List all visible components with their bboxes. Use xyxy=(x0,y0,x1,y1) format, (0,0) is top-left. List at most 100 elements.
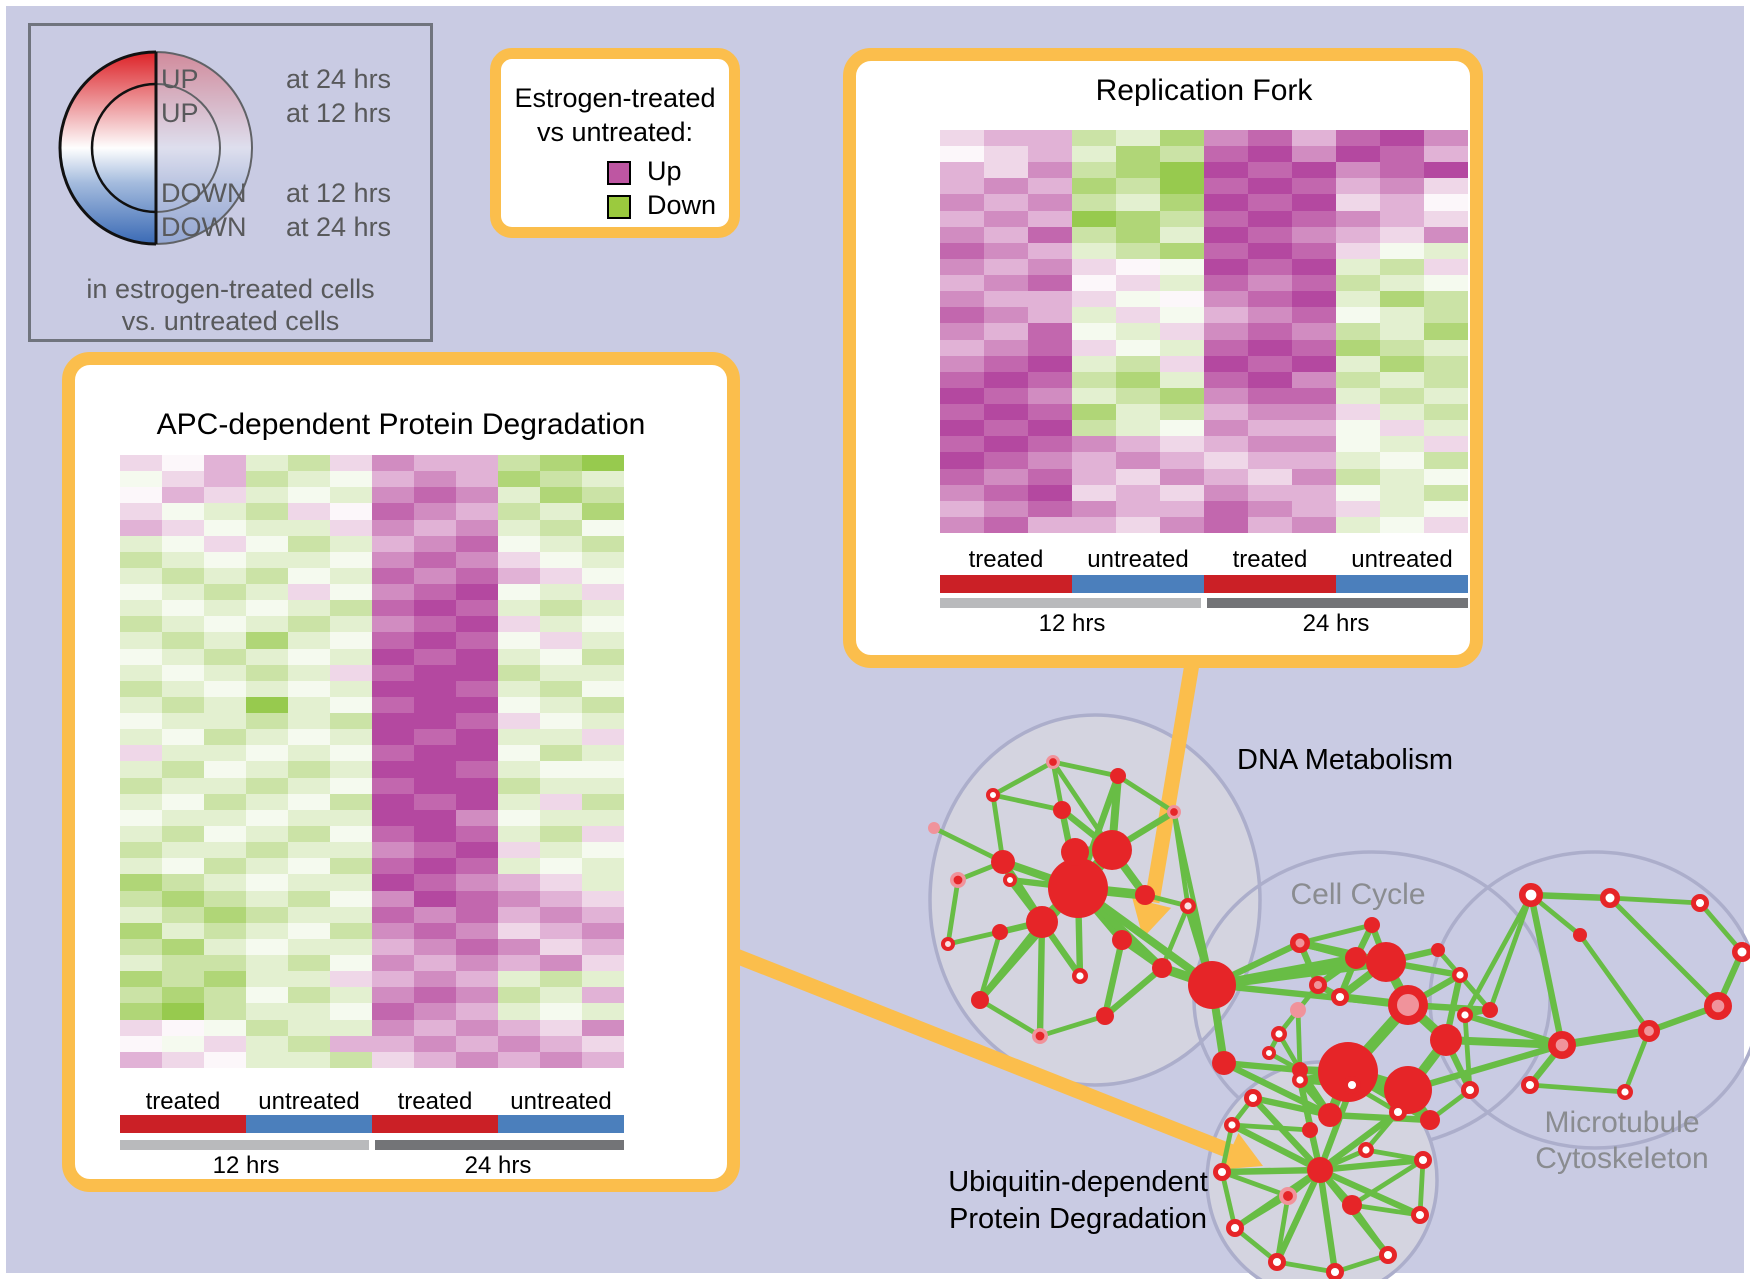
heatmap-cell xyxy=(1028,226,1072,243)
heatmap-cell xyxy=(582,809,624,827)
network-edge xyxy=(1159,903,1191,971)
heatmap-cell xyxy=(1072,420,1116,437)
heatmap-cell xyxy=(1248,275,1292,292)
heatmap-cell xyxy=(288,906,330,923)
ubiquitin-label-line1: Ubiquitin-dependent xyxy=(948,1166,1208,1198)
heatmap-cell xyxy=(330,971,372,988)
heatmap-cell xyxy=(456,584,498,601)
heatmap-cell xyxy=(1380,436,1424,453)
heatmap-cell xyxy=(582,519,624,536)
treated-bar xyxy=(1204,575,1336,593)
heatmap-cell xyxy=(372,1035,414,1052)
network-node xyxy=(991,850,1015,874)
heatmap-cell xyxy=(582,616,624,633)
heatmap-cell xyxy=(288,729,330,746)
heatmap-cell xyxy=(1072,258,1116,276)
heatmap-cell xyxy=(204,503,246,520)
heatmap-cell xyxy=(540,745,582,762)
network-edge xyxy=(945,877,961,947)
heatmap-cell xyxy=(246,793,288,810)
heatmap-cell xyxy=(288,584,330,601)
heatmap-cell xyxy=(1248,291,1292,308)
heatmap-cell xyxy=(288,648,330,665)
heatmap-cell xyxy=(246,584,288,601)
heatmap-cell xyxy=(204,826,246,843)
network-node xyxy=(928,822,940,834)
legend-footer-line2: vs. untreated cells xyxy=(121,306,340,336)
heatmap-cell xyxy=(498,1051,540,1068)
network-edge xyxy=(976,918,1046,1004)
heatmap-cell xyxy=(984,323,1028,340)
network-edge xyxy=(1487,892,1534,1013)
network-node xyxy=(1420,1110,1440,1130)
network-node xyxy=(1262,1046,1276,1060)
heatmap-cell xyxy=(1380,339,1424,356)
heatmap-cell xyxy=(1292,226,1336,243)
heatmap-cell xyxy=(204,809,246,827)
heatmap-cell xyxy=(1380,130,1424,147)
apc-panel-title: APC-dependent Protein Degradation xyxy=(156,408,646,441)
heatmap-cell xyxy=(1380,275,1424,292)
heatmap-cell xyxy=(330,826,372,843)
network-node xyxy=(941,937,955,951)
rf-group-label-3: untreated xyxy=(1351,546,1453,573)
network-node xyxy=(1388,1102,1407,1121)
ubiquitin-label-line2: Protein Degradation xyxy=(949,1203,1207,1235)
heatmap-cell xyxy=(120,632,162,649)
heatmap-cell xyxy=(1028,178,1072,195)
heatmap-cell xyxy=(288,600,330,617)
heatmap-cell xyxy=(1072,323,1116,340)
heatmap-cell xyxy=(204,1035,246,1052)
heatmap-cell xyxy=(1424,242,1468,259)
network-edge xyxy=(1349,1157,1426,1208)
heatmap-cell xyxy=(204,1003,246,1020)
network-edge xyxy=(1037,1013,1108,1039)
heatmap-cell xyxy=(120,809,162,827)
heatmap-cell xyxy=(1380,258,1424,276)
heatmap-cell xyxy=(456,745,498,762)
heatmap-cell xyxy=(330,567,372,585)
heatmap-cell xyxy=(246,616,288,633)
heatmap-cell xyxy=(1248,323,1292,340)
heatmap-cell xyxy=(582,922,624,939)
network-edge xyxy=(977,929,1003,1003)
heatmap-cell xyxy=(372,761,414,778)
heatmap-cell xyxy=(330,842,372,859)
heatmap-cell xyxy=(1336,178,1380,195)
heatmap-cell xyxy=(1116,130,1160,147)
heatmap-cell xyxy=(414,455,456,472)
heatmap-cell xyxy=(540,729,582,746)
heatmap-cell xyxy=(540,1035,582,1052)
network-edge xyxy=(1316,1156,1427,1174)
heatmap-cell xyxy=(540,648,582,665)
heatmap-cell xyxy=(1116,500,1160,517)
heatmap-cell xyxy=(372,713,414,730)
heatmap-cell xyxy=(1424,323,1468,340)
heatmap-cell xyxy=(498,648,540,665)
heatmap-cell xyxy=(1380,371,1424,388)
network-edge xyxy=(1297,1077,1313,1133)
heatmap-cell xyxy=(1336,371,1380,388)
heatmap-cell xyxy=(372,471,414,488)
heatmap-cell xyxy=(1424,355,1468,372)
heatmap-cell xyxy=(582,600,624,617)
heatmap-cell xyxy=(1424,339,1468,356)
heatmap-cell xyxy=(1380,178,1424,195)
heatmap-cell xyxy=(1292,355,1336,372)
heatmap-cell xyxy=(330,955,372,972)
heatmap-cell xyxy=(288,616,330,633)
heatmap-cell xyxy=(1424,130,1468,147)
heatmap-cell xyxy=(1292,500,1336,517)
heatmap-cell xyxy=(498,842,540,859)
heatmap-cell xyxy=(498,938,540,956)
heatmap-cell xyxy=(1336,146,1380,163)
heatmap-cell xyxy=(1292,162,1336,179)
heatmap-cell xyxy=(498,503,540,520)
heatmap-cell xyxy=(1160,194,1204,211)
heatmap-cell xyxy=(1248,436,1292,453)
heatmap-cell xyxy=(984,452,1028,469)
heatmap-cell xyxy=(1248,194,1292,211)
heatmap-cell xyxy=(330,793,372,810)
heatmap-cell xyxy=(984,307,1028,324)
